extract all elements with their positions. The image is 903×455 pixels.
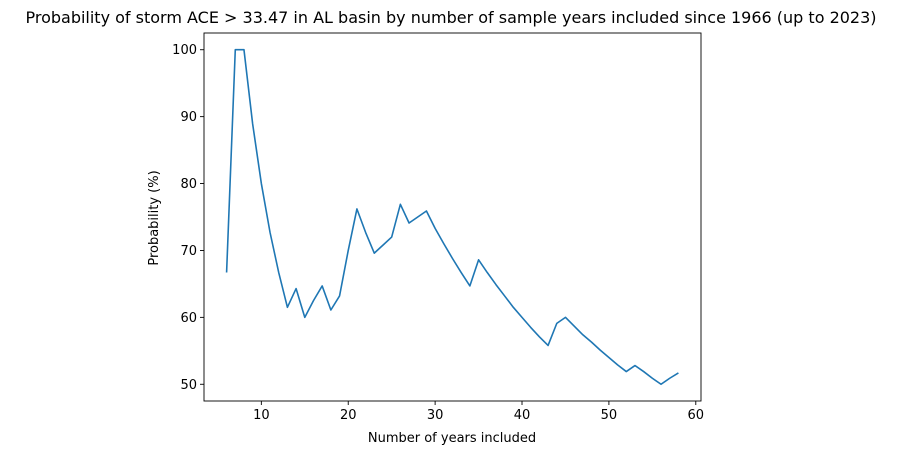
- x-axis-ticks: 10 20 30 40 50 60: [253, 401, 704, 423]
- chart-title: Probability of storm ACE > 33.47 in AL b…: [25, 8, 876, 27]
- axes-frame: [203, 32, 702, 402]
- y-tick-label: 80: [180, 177, 197, 192]
- x-tick-label: 10: [253, 408, 270, 423]
- y-tick-label: 70: [180, 244, 197, 259]
- x-tick-label: 30: [427, 408, 444, 423]
- x-tick-label: 60: [688, 408, 705, 423]
- x-tick-label: 40: [514, 408, 531, 423]
- x-tick-label: 50: [601, 408, 618, 423]
- x-axis-label: Number of years included: [368, 431, 536, 446]
- plot-area: [203, 32, 702, 402]
- x-tick-label: 20: [340, 408, 357, 423]
- y-tick-label: 50: [180, 378, 197, 393]
- y-axis-ticks: 50 60 70 80 90 100: [172, 43, 204, 393]
- y-axis-label: Probability (%): [147, 170, 162, 265]
- series-line-0: [225, 48, 679, 386]
- y-tick-label: 100: [172, 43, 197, 58]
- y-tick-label: 60: [180, 311, 197, 326]
- y-tick-label: 90: [180, 110, 197, 125]
